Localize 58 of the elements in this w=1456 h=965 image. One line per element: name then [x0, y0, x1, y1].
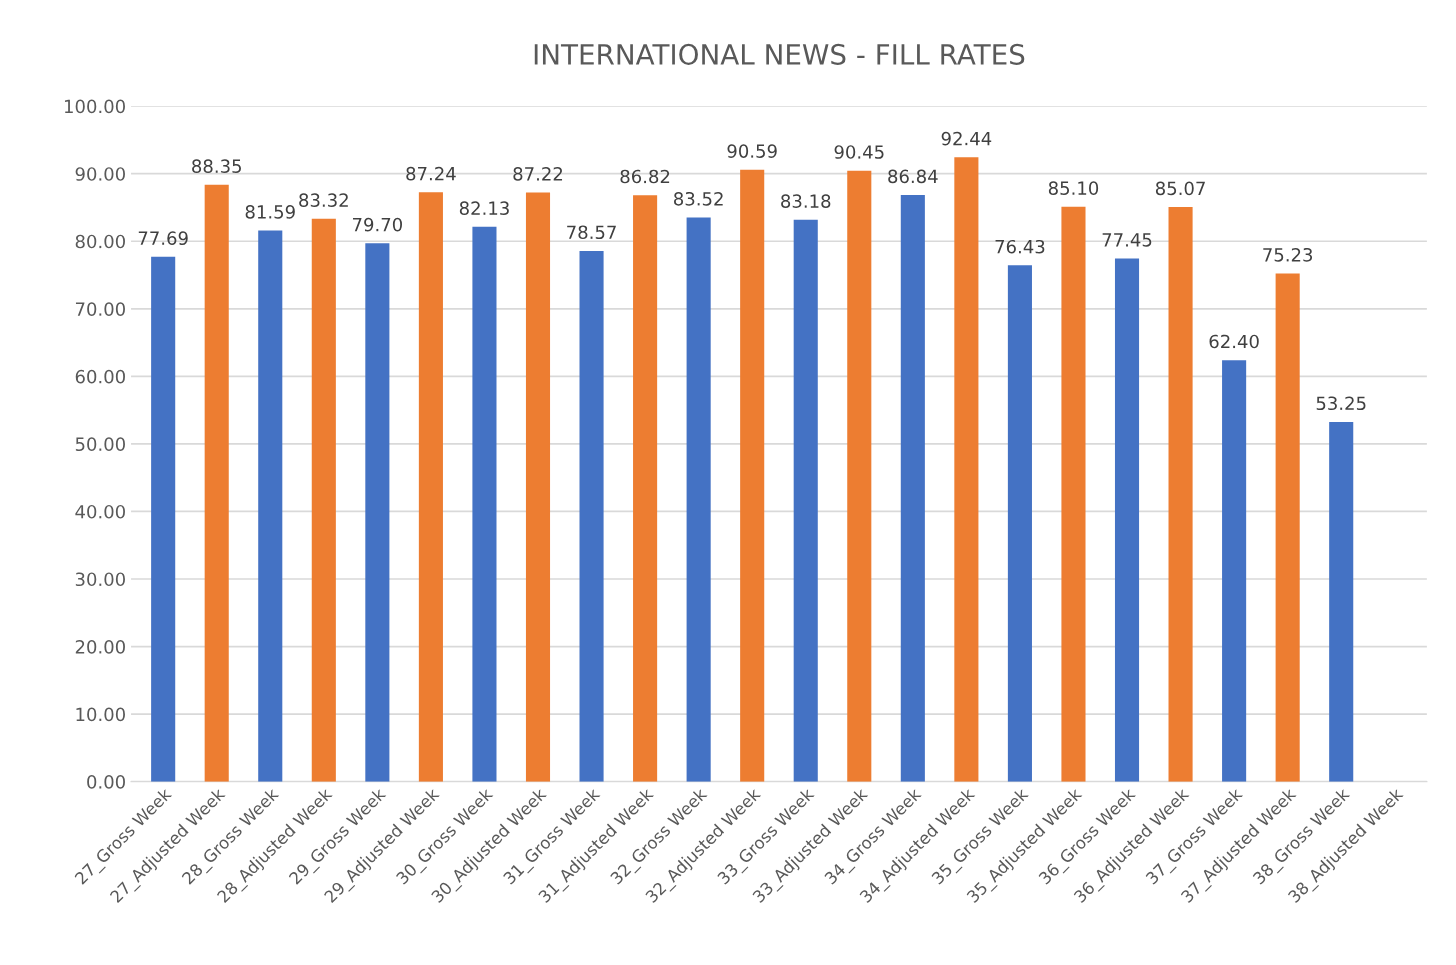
bar: [472, 226, 497, 782]
data-label: 85.07: [1155, 181, 1205, 196]
bar: [633, 195, 658, 782]
data-label: 77.69: [138, 231, 188, 246]
bar: [1168, 207, 1193, 782]
y-tick-label: 80.00: [75, 234, 125, 249]
data-label: 77.45: [1102, 233, 1152, 247]
data-label: 88.35: [192, 159, 241, 174]
bar: [1329, 421, 1354, 782]
bar: [1007, 265, 1032, 782]
data-label: 75.23: [1263, 247, 1313, 262]
bar: [1114, 258, 1140, 782]
bar: [900, 195, 925, 782]
y-tick-label: 10.00: [76, 707, 125, 722]
bar: [579, 250, 604, 782]
bar: [954, 157, 979, 782]
y-tick-label: 0.00: [87, 775, 125, 789]
y-tick-label: 60.00: [75, 369, 125, 384]
y-tick-label: 90.00: [75, 167, 125, 181]
data-label: 87.24: [406, 166, 456, 181]
bar: [311, 218, 336, 782]
data-label: 86.84: [888, 169, 938, 184]
y-tick-label: 20.00: [75, 640, 125, 654]
bar: [525, 192, 551, 782]
bar: [793, 219, 818, 782]
y-tick-label: 70.00: [75, 302, 125, 316]
data-label: 92.44: [941, 131, 992, 146]
bar: [686, 217, 711, 782]
data-label: 83.52: [674, 191, 723, 206]
y-tick-label: 40.00: [75, 504, 125, 519]
data-label: 81.59: [245, 205, 295, 219]
data-label: 90.59: [727, 144, 777, 158]
bar: [1222, 360, 1247, 782]
bar: [740, 169, 765, 782]
bar: [204, 184, 229, 782]
data-label: 90.45: [834, 145, 884, 159]
bar: [365, 243, 390, 782]
data-label: 87.22: [513, 166, 563, 181]
bar: [1275, 273, 1300, 782]
data-label: 53.25: [1316, 396, 1366, 411]
data-label: 62.40: [1209, 334, 1259, 349]
y-tick-label: 30.00: [75, 572, 125, 587]
y-tick-label: 100.00: [64, 99, 125, 114]
data-label: 83.18: [781, 194, 831, 208]
data-label: 85.10: [1048, 181, 1099, 195]
y-tick-label: 50.00: [75, 437, 125, 452]
bar: [1061, 206, 1086, 782]
data-label: 79.70: [352, 217, 402, 232]
data-label: 78.57: [567, 225, 616, 240]
bar: [151, 256, 176, 782]
data-label: 83.32: [299, 193, 348, 207]
bar: [847, 170, 872, 782]
data-label: 76.43: [995, 239, 1045, 254]
bar: [418, 192, 443, 782]
chart-title: INTERNATIONAL NEWS - FILL RATES: [534, 43, 1025, 65]
bar: [258, 230, 283, 782]
data-label: 82.13: [459, 201, 509, 216]
data-label: 86.82: [620, 169, 670, 184]
